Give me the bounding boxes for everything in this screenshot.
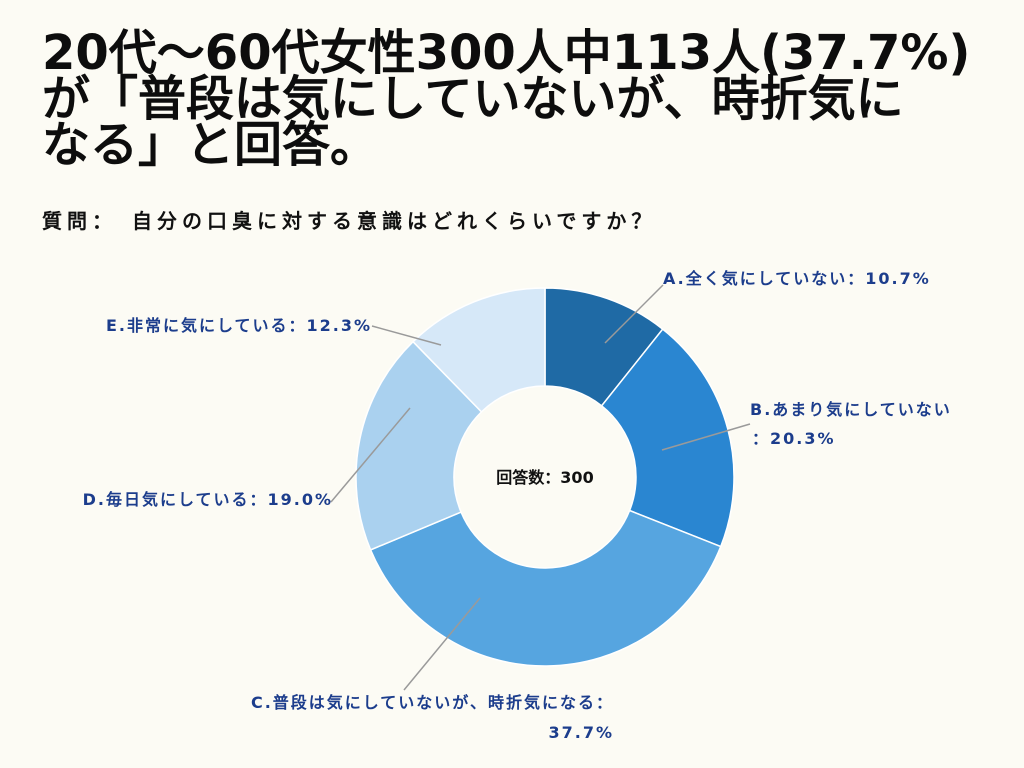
leader-line-c xyxy=(403,597,481,691)
leader-line-a xyxy=(604,284,664,344)
slice-labels: A.全く気にしていない：10.7% B.あまり気にしていない ：20.3% C.… xyxy=(83,269,952,742)
donut-slice-c xyxy=(369,509,722,667)
slice-label-b-line-2: ：20.3% xyxy=(752,429,836,448)
center-label: 回答数：300 xyxy=(496,468,593,487)
leader-lines xyxy=(330,284,751,691)
donut-slice-e xyxy=(411,287,546,413)
slice-label-a: A.全く気にしていない：10.7% xyxy=(663,269,931,288)
leader-line-e xyxy=(371,325,442,346)
slice-label-c-line-2: 37.7% xyxy=(548,723,614,742)
title-line-2: が「普段は気にしていないが、時折気に xyxy=(42,71,904,127)
slice-label-c-line-1: C.普段は気にしていないが、時折気になる： xyxy=(251,693,614,712)
donut-slice-b xyxy=(600,328,735,548)
leader-line-b xyxy=(661,423,751,451)
page-title: 20代〜60代女性300人中113人(37.7%) が「普段は気にしていないが、… xyxy=(42,25,971,173)
donut-slices xyxy=(355,287,735,667)
leader-line-d xyxy=(330,407,411,503)
slice-label-b-line-1: B.あまり気にしていない xyxy=(750,400,952,419)
title-line-3: なる」と回答。 xyxy=(42,117,379,173)
slice-label-e: E.非常に気にしている：12.3% xyxy=(106,316,372,335)
donut-slice-d xyxy=(355,340,483,551)
survey-question: 質問： 自分の口臭に対する意識はどれくらいですか？ xyxy=(42,209,657,233)
title-line-1: 20代〜60代女性300人中113人(37.7%) xyxy=(42,25,971,81)
slice-label-d: D.毎日気にしている：19.0% xyxy=(83,490,333,509)
